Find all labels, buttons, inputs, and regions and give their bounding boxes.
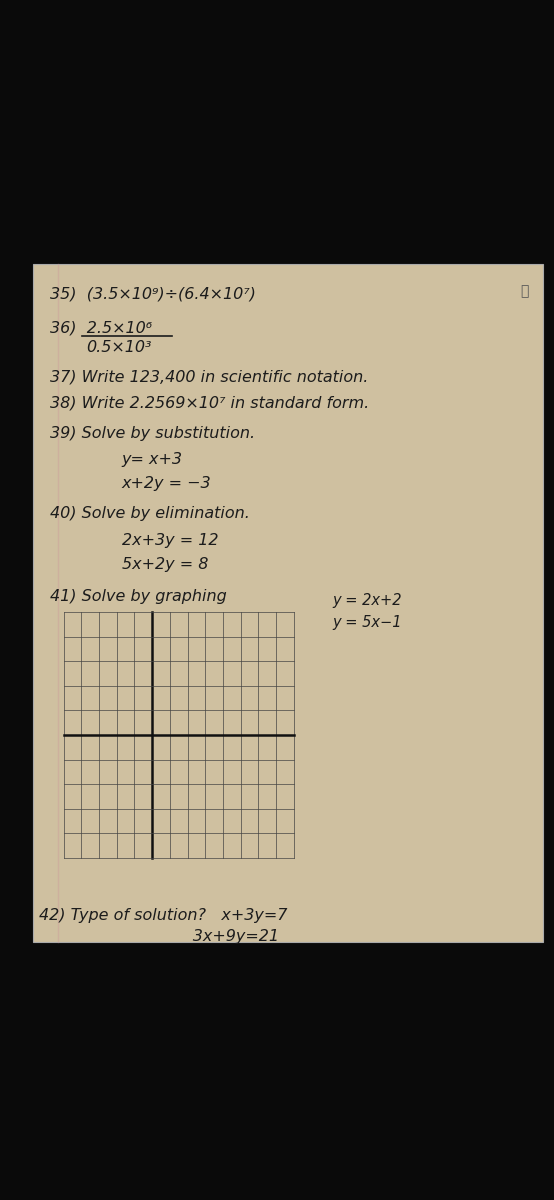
Text: 38) Write 2.2569×10⁷ in standard form.: 38) Write 2.2569×10⁷ in standard form. [50, 396, 369, 410]
Text: y = 2x+2: y = 2x+2 [332, 593, 402, 607]
Text: 35)  (3.5×10⁹)÷(6.4×10⁷): 35) (3.5×10⁹)÷(6.4×10⁷) [50, 287, 256, 301]
Text: y= x+3: y= x+3 [122, 452, 183, 467]
Text: 36)  2.5×10⁶: 36) 2.5×10⁶ [50, 320, 152, 335]
Text: 41) Solve by graphing: 41) Solve by graphing [50, 589, 227, 604]
Text: y = 5x−1: y = 5x−1 [332, 616, 402, 630]
Text: 40) Solve by elimination.: 40) Solve by elimination. [50, 506, 250, 521]
Text: Ⓢ: Ⓢ [521, 284, 529, 299]
Text: x+2y = −3: x+2y = −3 [122, 476, 212, 491]
Text: 37) Write 123,400 in scientific notation.: 37) Write 123,400 in scientific notation… [50, 370, 368, 384]
Text: 2x+3y = 12: 2x+3y = 12 [122, 533, 218, 547]
Text: 42) Type of solution?   x+3y=7: 42) Type of solution? x+3y=7 [39, 908, 287, 923]
Bar [33, 264, 543, 942]
Text: 3x+9y=21: 3x+9y=21 [39, 929, 279, 943]
Text: 0.5×10³: 0.5×10³ [86, 341, 151, 355]
Text: 5x+2y = 8: 5x+2y = 8 [122, 557, 208, 571]
Text: 39) Solve by substitution.: 39) Solve by substitution. [50, 426, 255, 440]
